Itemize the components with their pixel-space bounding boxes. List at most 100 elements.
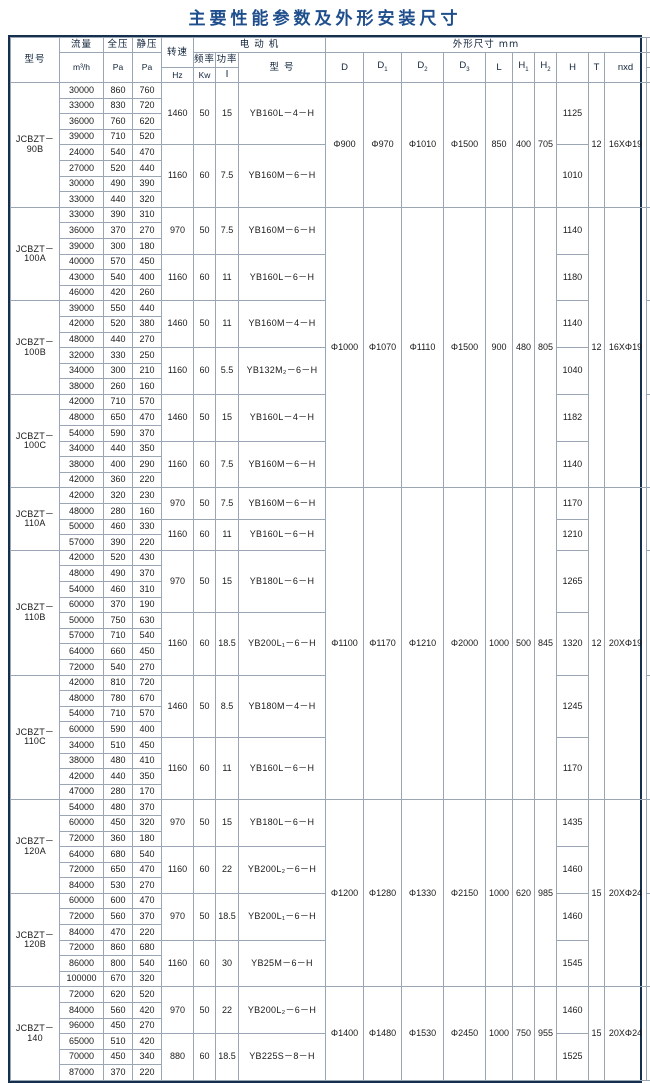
motor-model-cell: YB225S－8－H (239, 1034, 326, 1081)
power-cell: 11 (216, 519, 239, 550)
flow-cell: 60000 (60, 722, 104, 738)
dim-H2-cell: 845 (535, 488, 557, 800)
dim-D2-cell: Φ1210 (402, 488, 444, 800)
weight-I-cell: 950 (647, 987, 650, 1081)
total-pressure-cell: 800 (104, 956, 133, 972)
dim-H1-cell: 500 (513, 488, 535, 800)
motor-model-cell: YB200L₁－6－H (239, 613, 326, 675)
freq-cell: 50 (194, 301, 216, 348)
flow-cell: 42000 (60, 316, 104, 332)
total-pressure-cell: 450 (104, 1018, 133, 1034)
static-pressure-cell: 270 (133, 659, 162, 675)
static-pressure-cell: 290 (133, 457, 162, 473)
static-pressure-cell: 380 (133, 316, 162, 332)
col-header-speed: 转速 (162, 38, 194, 68)
dim-D-cell: Φ1100 (326, 488, 364, 800)
dim-H-cell: 1180 (557, 254, 589, 301)
flow-cell: 54000 (60, 800, 104, 816)
page-root: 主要性能参数及外形安装尺寸 (0, 0, 650, 838)
flow-cell: 38000 (60, 753, 104, 769)
freq-cell: 50 (194, 987, 216, 1034)
flow-cell: 72000 (60, 940, 104, 956)
head-row-2: m³/h Pa Pa 频率 功率 型 号 D D1 D2 D3 L H1 H2 … (11, 53, 650, 68)
col-header-weight: 重量 (647, 38, 650, 53)
dim-H-cell: 1265 (557, 550, 589, 612)
weight-I-cell: 530 (647, 675, 650, 800)
dim-nxd-cell: 20XΦ24 (605, 987, 647, 1081)
col-header-H2: H2 (535, 53, 557, 83)
static-pressure-cell: 350 (133, 769, 162, 785)
total-pressure-cell: 540 (104, 270, 133, 286)
static-pressure-cell: 160 (133, 504, 162, 520)
motor-model-cell: YB200L₁－6－H (239, 893, 326, 940)
col-header-nxd: nxd (605, 53, 647, 83)
dim-H1-cell: 480 (513, 207, 535, 488)
freq-cell: 60 (194, 348, 216, 395)
dim-L-cell: 850 (486, 83, 513, 208)
col-header-power-unit: Kw (194, 68, 216, 83)
static-pressure-cell: 570 (133, 394, 162, 410)
total-pressure-cell: 560 (104, 909, 133, 925)
power-cell: 8.5 (216, 675, 239, 737)
flow-cell: 24000 (60, 145, 104, 161)
total-pressure-cell: 390 (104, 207, 133, 223)
col-header-D2: D2 (402, 53, 444, 83)
dim-H-cell: 1460 (557, 847, 589, 894)
power-cell: 11 (216, 737, 239, 799)
motor-model-cell: YB160L－6－H (239, 737, 326, 799)
static-pressure-cell: 180 (133, 831, 162, 847)
flow-cell: 48000 (60, 691, 104, 707)
freq-cell: 60 (194, 519, 216, 550)
dim-L-cell: 1000 (486, 987, 513, 1081)
motor-model-cell: YB132M₂－6－H (239, 348, 326, 395)
model-cell: JCBZT－100C (11, 394, 60, 488)
total-pressure-cell: 480 (104, 753, 133, 769)
dim-H1-cell: 400 (513, 83, 535, 208)
power-cell: 15 (216, 550, 239, 612)
speed-cell: 970 (162, 987, 194, 1034)
weight-I-cell: 570 (647, 488, 650, 550)
total-pressure-cell: 450 (104, 815, 133, 831)
table-head: 型号 流量 全压 静压 转速 电 动 机 外形尺寸 mm 重量 m³/h Pa … (11, 38, 650, 83)
flow-cell: 42000 (60, 472, 104, 488)
static-pressure-cell: 320 (133, 971, 162, 987)
static-pressure-cell: 170 (133, 784, 162, 800)
static-pressure-cell: 330 (133, 519, 162, 535)
power-cell: 7.5 (216, 441, 239, 488)
total-pressure-cell: 440 (104, 441, 133, 457)
dim-D-cell: Φ900 (326, 83, 364, 208)
speed-cell: 1160 (162, 441, 194, 488)
dim-D-cell: Φ1200 (326, 800, 364, 987)
flow-cell: 33000 (60, 192, 104, 208)
flow-cell: 32000 (60, 348, 104, 364)
dim-H2-cell: 955 (535, 987, 557, 1081)
flow-cell: 48000 (60, 504, 104, 520)
speed-cell: 1160 (162, 940, 194, 987)
static-pressure-cell: 270 (133, 878, 162, 894)
flow-cell: 34000 (60, 363, 104, 379)
speed-cell: 1460 (162, 83, 194, 145)
freq-cell: 60 (194, 254, 216, 301)
total-pressure-cell: 300 (104, 238, 133, 254)
total-pressure-cell: 440 (104, 769, 133, 785)
static-pressure-cell: 420 (133, 1003, 162, 1019)
speed-cell: 1460 (162, 301, 194, 348)
col-header-total-pressure-unit: Pa (104, 53, 133, 83)
total-pressure-cell: 360 (104, 831, 133, 847)
dim-D1-cell: Φ1070 (364, 207, 402, 488)
total-pressure-cell: 260 (104, 379, 133, 395)
motor-model-cell: YB160M－6－H (239, 207, 326, 254)
static-pressure-cell: 270 (133, 223, 162, 239)
model-cell: JCBZT－90B (11, 83, 60, 208)
total-pressure-cell: 600 (104, 893, 133, 909)
power-cell: 11 (216, 301, 239, 348)
dim-D1-cell: Φ970 (364, 83, 402, 208)
dim-D-cell: Φ1000 (326, 207, 364, 488)
power-cell: 7.5 (216, 207, 239, 254)
dim-nxd-cell: 16XΦ19 (605, 207, 647, 488)
col-header-D3: D3 (444, 53, 486, 83)
total-pressure-cell: 280 (104, 784, 133, 800)
weight-I-cell: 347 (647, 394, 650, 488)
flow-cell: 72000 (60, 831, 104, 847)
